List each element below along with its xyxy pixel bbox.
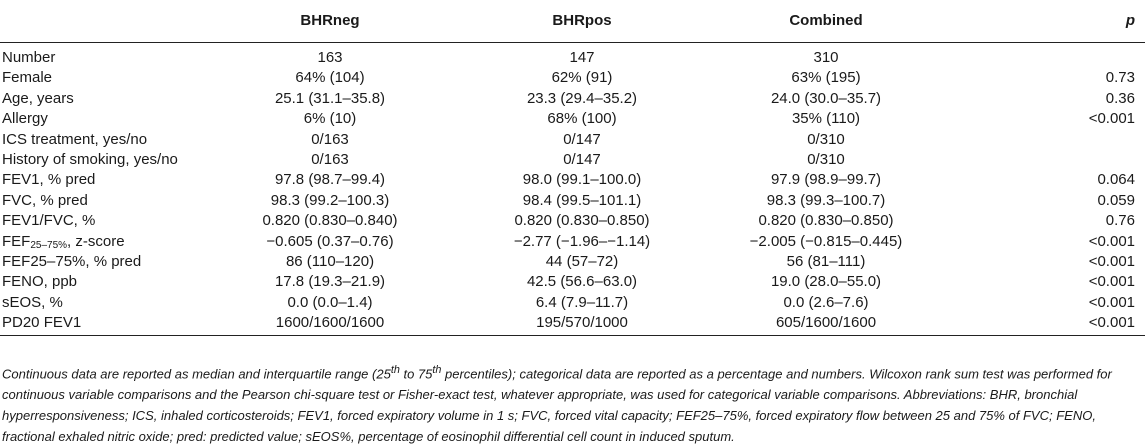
table-row: sEOS, % 0.0 (0.0–1.4) 6.4 (7.9–11.7) 0.0 (2…	[0, 293, 1145, 313]
row-label: FEV1, % pred	[2, 171, 96, 189]
cell-bhrneg: 86 (110–120)	[285, 252, 375, 270]
cell-combined: 0/310	[807, 130, 845, 148]
cell-bhrpos: 44 (57–72)	[545, 252, 619, 270]
row-label: Age, years	[2, 89, 74, 107]
row-label: History of smoking, yes/no	[2, 150, 178, 168]
table-footnote: Continuous data are reported as median a…	[2, 364, 1112, 445]
cell-p-value: <0.001	[1088, 273, 1135, 291]
table-row: PD20 FEV1 1600/1600/1600 195/570/1000 605/1…	[0, 313, 1145, 333]
cell-bhrpos: 6.4 (7.9–11.7)	[535, 293, 629, 311]
header-combined: Combined	[789, 12, 863, 29]
cell-bhrpos: 98.4 (99.5–101.1)	[522, 191, 642, 209]
cell-bhrpos: 0/147	[563, 150, 601, 168]
cell-bhrneg: 163	[317, 49, 343, 66]
row-label: PD20 FEV1	[2, 314, 82, 332]
table-row: History of smoking, yes/no 0/163 0/147 0/31…	[0, 150, 1145, 170]
cell-bhrpos: 62% (91)	[551, 69, 613, 87]
cell-bhrneg: −0.605 (0.37–0.76)	[266, 232, 394, 250]
cell-bhrneg: 97.8 (98.7–99.4)	[274, 171, 386, 189]
row-label: sEOS, %	[2, 293, 63, 311]
table-row: FEF25–75%, z-score −0.605 (0.37–0.76) −2.7…	[0, 232, 1145, 252]
cell-combined: 63% (195)	[791, 69, 861, 87]
table-row: Number 163 147 310	[0, 48, 1145, 68]
cell-p-value: 0.73	[1105, 69, 1135, 87]
table-header: BHRneg BHRpos Combined p	[0, 0, 1145, 42]
cell-p-value: 0.36	[1105, 89, 1135, 107]
cell-combined: 97.9 (98.9–99.7)	[770, 171, 882, 189]
cell-combined: 98.3 (99.3–100.7)	[766, 191, 886, 209]
cell-combined: 605/1600/1600	[775, 314, 877, 332]
table-row: FVC, % pred 98.3 (99.2–100.3) 98.4 (99.5–1…	[0, 191, 1145, 211]
row-label: ICS treatment, yes/no	[2, 130, 148, 148]
cell-combined: 56 (81–111)	[786, 252, 866, 270]
header-p: p	[1125, 12, 1135, 29]
row-label: FEF25–75%, % pred	[2, 252, 142, 270]
table-body: Number 163 147 310 Female 64% (104) 62% (91) 63…	[0, 48, 1145, 333]
cell-bhrpos: 23.3 (29.4–35.2)	[526, 89, 638, 107]
cell-bhrpos: 147	[569, 49, 595, 66]
cell-combined: 0.820 (0.830–0.850)	[758, 212, 894, 230]
table-row: ICS treatment, yes/no 0/163 0/147 0/310	[0, 130, 1145, 150]
cell-combined: 0.0 (2.6–7.6)	[783, 293, 869, 311]
cell-bhrneg: 0/163	[311, 150, 349, 168]
table-row: Allergy 6% (10) 68% (100) 35% (110) <0.001	[0, 109, 1145, 129]
row-label: Allergy	[2, 110, 48, 128]
cell-bhrpos: 195/570/1000	[536, 314, 628, 332]
header-bhrneg: BHRneg	[300, 12, 360, 29]
row-label: FEV1/FVC, %	[2, 212, 96, 230]
header-bhrpos: BHRpos	[552, 12, 612, 29]
cell-p-value: 0.76	[1105, 212, 1135, 230]
row-label: FENO, ppb	[2, 273, 78, 291]
cell-combined: −2.005 (−0.815–0.445)	[749, 232, 903, 250]
cell-p-value: <0.001	[1088, 252, 1135, 270]
cell-p-value: <0.001	[1088, 232, 1135, 250]
row-label: FEF25–75%, z-score	[2, 232, 125, 251]
cell-bhrneg: 6% (10)	[303, 110, 357, 128]
cell-bhrneg: 0.0 (0.0–1.4)	[287, 293, 373, 311]
table-row: FENO, ppb 17.8 (19.3–21.9) 42.5 (56.6–63.0…	[0, 272, 1145, 292]
row-label: FVC, % pred	[2, 191, 88, 209]
row-label: Female	[2, 69, 53, 87]
cell-bhrneg: 17.8 (19.3–21.9)	[274, 273, 386, 291]
cell-bhrpos: 42.5 (56.6–63.0)	[526, 273, 638, 291]
header-rule	[0, 42, 1145, 43]
cell-bhrpos: 0.820 (0.830–0.850)	[514, 212, 650, 230]
cell-combined: 35% (110)	[791, 110, 861, 128]
table-row: Female 64% (104) 62% (91) 63% (195) 0.73	[0, 68, 1145, 88]
cell-p-value: <0.001	[1088, 110, 1135, 128]
cell-bhrneg: 0/163	[311, 130, 349, 148]
cell-bhrpos: 68% (100)	[547, 110, 617, 128]
cell-p-value: <0.001	[1088, 293, 1135, 311]
cell-bhrneg: 1600/1600/1600	[275, 314, 385, 332]
cell-combined: 0/310	[807, 150, 845, 168]
cell-bhrpos: −2.77 (−1.96–−1.14)	[513, 232, 651, 250]
cell-bhrneg: 0.820 (0.830–0.840)	[262, 212, 398, 230]
cell-p-value: 0.064	[1097, 171, 1135, 189]
bottom-rule	[0, 335, 1145, 336]
table-row: Age, years 25.1 (31.1–35.8) 23.3 (29.4–35.…	[0, 89, 1145, 109]
table-row: FEF25–75%, % pred 86 (110–120) 44 (57–72) 5…	[0, 252, 1145, 272]
cell-combined: 24.0 (30.0–35.7)	[770, 89, 882, 107]
cell-bhrpos: 98.0 (99.1–100.0)	[522, 171, 642, 189]
cell-bhrneg: 25.1 (31.1–35.8)	[274, 89, 386, 107]
table-row: FEV1, % pred 97.8 (98.7–99.4) 98.0 (99.1–1…	[0, 170, 1145, 190]
cell-combined: 19.0 (28.0–55.0)	[770, 273, 882, 291]
table-row: FEV1/FVC, % 0.820 (0.830–0.840) 0.820 (0.8…	[0, 211, 1145, 231]
cell-combined: 310	[813, 49, 839, 66]
cell-bhrpos: 0/147	[563, 130, 601, 148]
cell-p-value: 0.059	[1097, 191, 1135, 209]
cell-bhrneg: 98.3 (99.2–100.3)	[270, 191, 390, 209]
cell-p-value: <0.001	[1088, 314, 1135, 332]
cell-bhrneg: 64% (104)	[295, 69, 365, 87]
row-label: Number	[2, 49, 56, 66]
